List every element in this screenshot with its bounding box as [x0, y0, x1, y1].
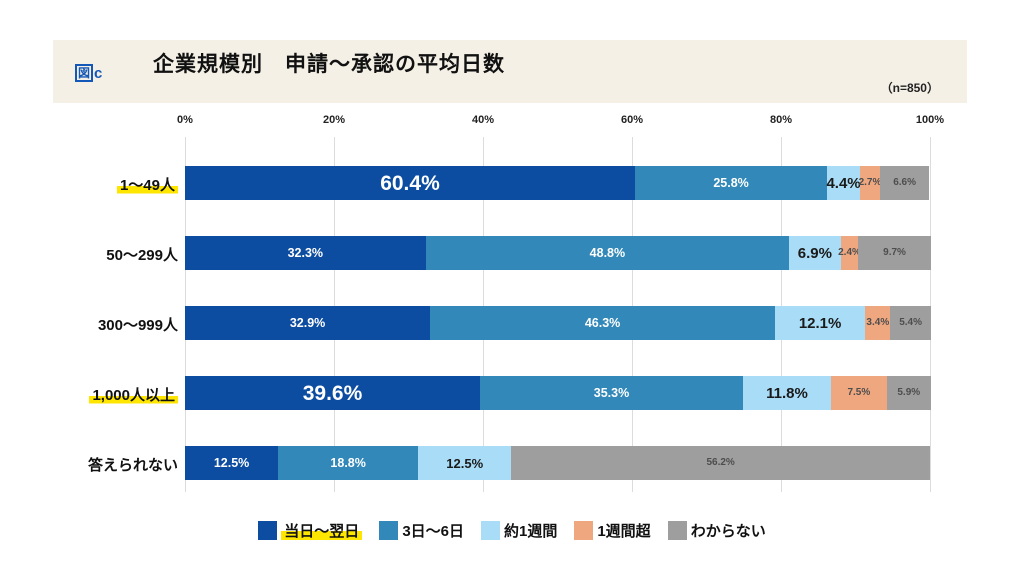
x-axis-tick: 20%	[322, 114, 346, 126]
segment-value-label: 3.4%	[866, 317, 890, 328]
segment-value-label: 60.4%	[380, 171, 440, 195]
bar-segment: 2.7%	[858, 166, 882, 200]
bar-segment: 6.9%	[789, 236, 841, 270]
bar-row: 32.3% 48.8% 6.9% 2.4% 9.7%	[185, 236, 931, 270]
bar-segment: 39.6%	[185, 376, 481, 410]
legend-item: 約1週間	[481, 520, 557, 541]
bar-row: 32.9% 46.3% 12.1% 3.4% 5.4%	[185, 306, 931, 340]
x-axis-tick: 0%	[177, 114, 193, 126]
bar-segment: 18.8%	[278, 446, 419, 480]
x-axis-tick: 80%	[769, 114, 793, 126]
legend-item: わからない	[667, 520, 766, 541]
bar-segment: 35.3%	[480, 376, 743, 410]
segment-value-label: 12.1%	[798, 314, 842, 332]
legend-item: 当日～翌日	[258, 520, 363, 541]
x-axis-tick: 40%	[471, 114, 495, 126]
segment-value-label: 48.8%	[589, 245, 626, 260]
segment-value-label: 32.9%	[289, 315, 326, 330]
segment-value-label: 2.7%	[858, 177, 882, 188]
x-axis-tick: 60%	[620, 114, 644, 126]
category-label: 50～299人	[106, 247, 178, 264]
bar-segment: 7.5%	[830, 376, 887, 410]
legend-item: 1週間超	[574, 520, 651, 541]
sample-size: （n=850）	[880, 81, 939, 95]
bar-segment: 25.8%	[634, 166, 828, 200]
segment-value-label: 5.4%	[899, 317, 922, 328]
bar-segment: 5.4%	[890, 306, 931, 340]
x-axis-tick: 100%	[915, 114, 945, 126]
segment-value-label: 11.8%	[766, 384, 808, 402]
bar-segment: 12.5%	[185, 446, 279, 480]
segment-value-label: 5.9%	[897, 387, 921, 398]
segment-value-label: 2.4%	[838, 247, 861, 258]
legend-label: 3日～6日	[402, 523, 464, 540]
segment-value-label: 32.3%	[287, 245, 324, 260]
segment-value-label: 18.8%	[330, 455, 366, 470]
bar-segment: 56.2%	[511, 446, 930, 480]
bar-segment: 48.8%	[425, 236, 790, 270]
legend: 当日～翌日 3日～6日 約1週間 1週間超 わからない	[0, 520, 1024, 541]
figure-tag-icon: 図	[75, 64, 94, 82]
category-label: 300～999人	[97, 317, 178, 334]
segment-value-label: 56.2%	[706, 457, 735, 468]
category-label: 1,000人以上	[40, 384, 178, 405]
segment-value-label: 12.5%	[213, 455, 250, 470]
segment-value-label: 39.6%	[302, 381, 363, 405]
bar-segment: 12.1%	[775, 306, 866, 340]
legend-label: 1週間超	[597, 523, 651, 540]
segment-value-label: 35.3%	[593, 385, 630, 400]
bar-segment: 32.3%	[185, 236, 426, 270]
bar-segment: 4.4%	[826, 166, 861, 200]
category-label: 1～49人	[40, 174, 178, 195]
segment-value-label: 6.9%	[797, 244, 832, 262]
legend-swatch	[258, 521, 278, 540]
legend-label: 約1週間	[504, 523, 558, 540]
bar-segment: 3.4%	[865, 306, 891, 340]
bar-segment: 11.8%	[743, 376, 831, 410]
bar-segment: 32.9%	[185, 306, 431, 340]
segment-value-label: 25.8%	[713, 175, 749, 190]
bar-segment: 2.4%	[838, 236, 861, 270]
bar-segment: 12.5%	[418, 446, 512, 480]
figure-tag-letter: c	[94, 64, 103, 82]
segment-value-label: 12.5%	[446, 455, 484, 471]
legend-swatch	[667, 521, 687, 540]
legend-label: わからない	[690, 523, 766, 540]
bar-segment: 5.9%	[886, 376, 931, 410]
legend-label: 当日～翌日	[281, 520, 363, 541]
bar-row: 39.6% 35.3% 11.8% 7.5% 5.9%	[185, 376, 931, 410]
legend-item: 3日～6日	[379, 520, 464, 541]
legend-swatch	[379, 521, 399, 540]
category-label: 答えられない	[87, 457, 178, 474]
bar-segment: 46.3%	[430, 306, 776, 340]
segment-value-label: 7.5%	[847, 387, 871, 398]
segment-value-label: 46.3%	[584, 315, 621, 330]
bar-segment: 6.6%	[880, 166, 930, 200]
bar-segment: 9.7%	[858, 236, 931, 270]
segment-value-label: 6.6%	[893, 177, 917, 188]
segment-value-label: 4.4%	[826, 174, 861, 192]
bar-segment: 60.4%	[185, 166, 635, 200]
bar-row: 60.4% 25.8% 4.4% 2.7% 6.6%	[185, 166, 930, 200]
legend-swatch	[481, 521, 500, 540]
legend-swatch	[574, 521, 594, 540]
header-band: 図 c 企業規模別 申請～承認の平均日数 （n=850）	[53, 40, 967, 103]
segment-value-label: 9.7%	[883, 247, 906, 258]
page-title: 企業規模別 申請～承認の平均日数	[153, 53, 505, 76]
bar-row: 12.5% 18.8% 12.5% 56.2%	[185, 446, 930, 480]
figure-tag: 図 c	[75, 64, 102, 82]
